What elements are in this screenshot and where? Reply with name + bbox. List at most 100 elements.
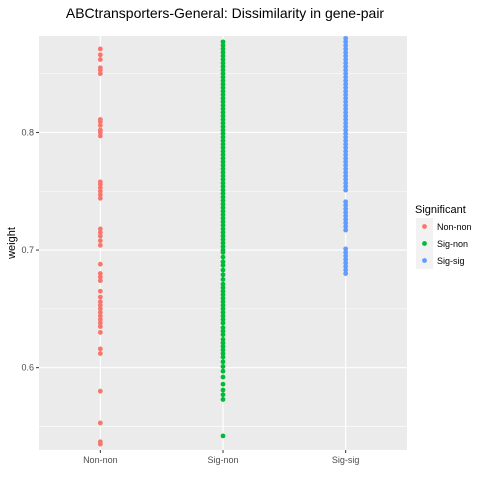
legend-label: Sig-non — [437, 239, 468, 249]
data-point — [220, 215, 226, 221]
axis-layer: 0.6 0.7 0.8 Non-non Sig-non Sig-sig — [21, 127, 359, 465]
data-point — [97, 117, 103, 122]
data-point — [97, 57, 103, 62]
x-tick-label: Non-non — [83, 455, 118, 465]
data-point — [97, 46, 103, 52]
data-point — [220, 124, 226, 129]
data-point — [220, 230, 226, 235]
data-point — [220, 43, 226, 48]
data-point — [220, 295, 226, 301]
data-point — [343, 199, 349, 205]
data-point — [220, 57, 226, 62]
data-point — [220, 85, 226, 91]
data-point — [220, 368, 226, 374]
data-point — [343, 177, 349, 182]
legend-marker — [422, 224, 427, 229]
data-point — [343, 57, 349, 62]
data-point — [97, 302, 103, 308]
data-point — [220, 267, 226, 273]
chart-title: ABCtransporters-General: Dissimilarity i… — [66, 5, 385, 21]
data-point — [97, 274, 103, 280]
data-point — [343, 210, 349, 215]
data-point — [220, 247, 226, 253]
data-point — [220, 53, 226, 59]
data-point — [343, 85, 349, 91]
data-point — [220, 292, 226, 298]
legend-item: Sig-non — [416, 235, 468, 252]
data-point — [220, 364, 226, 369]
data-point — [343, 148, 349, 154]
data-point — [220, 152, 226, 158]
data-point — [97, 313, 103, 319]
data-point — [343, 170, 349, 175]
data-point — [343, 260, 349, 266]
data-point — [97, 278, 103, 284]
data-point — [220, 328, 226, 334]
legend-marker — [422, 258, 427, 263]
data-point — [343, 64, 349, 69]
data-point — [343, 141, 349, 147]
data-point — [220, 201, 226, 207]
data-point — [97, 388, 103, 394]
data-point — [343, 113, 349, 119]
data-point — [97, 351, 103, 356]
data-point — [220, 285, 226, 291]
data-point — [97, 346, 103, 352]
data-point — [343, 110, 349, 115]
data-point — [343, 250, 349, 255]
data-point — [220, 120, 226, 126]
data-point — [220, 237, 226, 242]
data-point — [220, 281, 226, 287]
x-tick-label: Sig-sig — [332, 455, 360, 465]
data-point — [220, 180, 226, 186]
data-point — [220, 320, 226, 326]
data-point — [97, 188, 103, 194]
data-point — [343, 187, 349, 193]
data-point — [220, 306, 226, 312]
data-point — [97, 230, 103, 235]
data-point — [220, 159, 226, 165]
data-point — [220, 177, 226, 182]
data-point — [220, 359, 226, 365]
legend-label: Sig-sig — [437, 256, 465, 266]
data-point — [343, 50, 349, 55]
data-point — [220, 145, 226, 151]
data-point — [220, 433, 226, 439]
data-point — [97, 185, 103, 191]
data-point — [220, 162, 226, 168]
data-point — [220, 233, 226, 239]
data-point — [220, 212, 226, 218]
data-point — [343, 257, 349, 262]
data-point — [343, 102, 349, 108]
data-point — [220, 155, 226, 161]
data-point — [220, 208, 226, 214]
data-point — [220, 240, 226, 246]
data-point — [220, 102, 226, 108]
data-point — [97, 52, 103, 58]
data-point — [220, 272, 226, 278]
data-point — [97, 439, 103, 445]
data-point — [220, 288, 226, 294]
data-point — [343, 74, 349, 80]
data-point — [343, 159, 349, 165]
data-point — [220, 127, 226, 133]
data-point — [220, 347, 226, 353]
data-point — [97, 299, 103, 305]
data-point — [220, 71, 226, 77]
data-point — [220, 191, 226, 197]
data-point — [220, 138, 226, 144]
data-point — [220, 325, 226, 331]
data-point — [97, 127, 103, 133]
data-point — [220, 277, 226, 282]
data-point — [220, 60, 226, 66]
data-point — [343, 92, 349, 98]
data-point — [220, 131, 226, 137]
data-point — [343, 95, 349, 101]
data-point — [343, 35, 349, 41]
data-point — [97, 242, 103, 248]
data-point — [220, 194, 226, 200]
data-point — [343, 134, 349, 140]
data-point — [220, 184, 226, 189]
data-point — [343, 99, 349, 105]
data-point — [220, 50, 226, 55]
